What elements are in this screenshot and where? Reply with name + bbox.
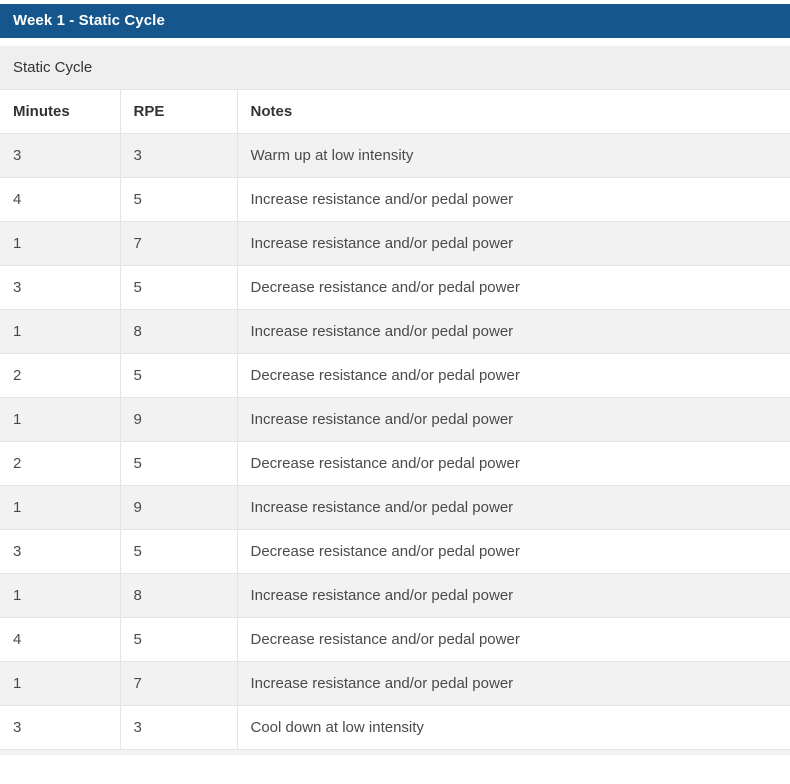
minutes-cell: 2 bbox=[0, 441, 121, 486]
notes-cell: Warm up at low intensity bbox=[237, 133, 790, 178]
table-row: 1 9 Increase resistance and/or pedal pow… bbox=[0, 397, 790, 442]
minutes-cell: 3 bbox=[0, 133, 121, 178]
rpe-cell: 5 bbox=[120, 265, 238, 310]
table-row: 1 8 Increase resistance and/or pedal pow… bbox=[0, 573, 790, 618]
rpe-cell: 5 bbox=[120, 353, 238, 398]
minutes-cell: 1 bbox=[0, 221, 121, 266]
column-header-notes: Notes bbox=[237, 89, 790, 134]
rpe-cell: 8 bbox=[120, 573, 238, 618]
table-row: 1 7 Increase resistance and/or pedal pow… bbox=[0, 661, 790, 706]
minutes-cell: 3 bbox=[0, 705, 121, 750]
rpe-cell: 8 bbox=[120, 309, 238, 354]
table-body: 3 3 Warm up at low intensity 4 5 Increas… bbox=[0, 133, 790, 750]
rpe-cell: 7 bbox=[120, 221, 238, 266]
rpe-cell: 9 bbox=[120, 485, 238, 530]
table-row: 3 5 Decrease resistance and/or pedal pow… bbox=[0, 529, 790, 574]
table-row: 1 7 Increase resistance and/or pedal pow… bbox=[0, 221, 790, 266]
notes-cell: Increase resistance and/or pedal power bbox=[237, 397, 790, 442]
notes-cell: Increase resistance and/or pedal power bbox=[237, 485, 790, 530]
minutes-cell: 3 bbox=[0, 529, 121, 574]
table-subtitle: Static Cycle bbox=[0, 46, 790, 90]
table-row: 3 3 Cool down at low intensity bbox=[0, 705, 790, 750]
table-row: 3 5 Decrease resistance and/or pedal pow… bbox=[0, 265, 790, 310]
minutes-cell: 1 bbox=[0, 309, 121, 354]
table-header-row: Minutes RPE Notes bbox=[0, 89, 790, 134]
column-header-rpe: RPE bbox=[120, 89, 238, 134]
minutes-cell: 1 bbox=[0, 397, 121, 442]
table-row: 3 3 Warm up at low intensity bbox=[0, 133, 790, 178]
rpe-cell: 5 bbox=[120, 177, 238, 222]
minutes-cell: 1 bbox=[0, 573, 121, 618]
notes-cell: Increase resistance and/or pedal power bbox=[237, 661, 790, 706]
notes-cell: Decrease resistance and/or pedal power bbox=[237, 353, 790, 398]
rpe-cell: 5 bbox=[120, 529, 238, 574]
minutes-cell: 3 bbox=[0, 265, 121, 310]
notes-cell: Decrease resistance and/or pedal power bbox=[237, 265, 790, 310]
rpe-cell: 9 bbox=[120, 397, 238, 442]
notes-cell: Increase resistance and/or pedal power bbox=[237, 309, 790, 354]
table-row: 1 9 Increase resistance and/or pedal pow… bbox=[0, 485, 790, 530]
minutes-cell: 4 bbox=[0, 177, 121, 222]
notes-cell: Decrease resistance and/or pedal power bbox=[237, 529, 790, 574]
notes-cell: Cool down at low intensity bbox=[237, 705, 790, 750]
workout-plan-page: Week 1 - Static Cycle Static Cycle Minut… bbox=[0, 4, 790, 755]
rpe-cell: 3 bbox=[120, 133, 238, 178]
rpe-cell: 5 bbox=[120, 617, 238, 662]
workout-table: Static Cycle Minutes RPE Notes 3 3 Warm … bbox=[0, 46, 790, 750]
next-row-partial-strip bbox=[0, 750, 790, 755]
table-row: 2 5 Decrease resistance and/or pedal pow… bbox=[0, 441, 790, 486]
table-row: 2 5 Decrease resistance and/or pedal pow… bbox=[0, 353, 790, 398]
table-row: 4 5 Decrease resistance and/or pedal pow… bbox=[0, 617, 790, 662]
rpe-cell: 5 bbox=[120, 441, 238, 486]
minutes-cell: 1 bbox=[0, 485, 121, 530]
minutes-cell: 2 bbox=[0, 353, 121, 398]
table-row: 4 5 Increase resistance and/or pedal pow… bbox=[0, 177, 790, 222]
rpe-cell: 7 bbox=[120, 661, 238, 706]
minutes-cell: 4 bbox=[0, 617, 121, 662]
notes-cell: Increase resistance and/or pedal power bbox=[237, 221, 790, 266]
minutes-cell: 1 bbox=[0, 661, 121, 706]
notes-cell: Increase resistance and/or pedal power bbox=[237, 177, 790, 222]
column-header-minutes: Minutes bbox=[0, 89, 121, 134]
notes-cell: Decrease resistance and/or pedal power bbox=[237, 617, 790, 662]
notes-cell: Decrease resistance and/or pedal power bbox=[237, 441, 790, 486]
week-title: Week 1 - Static Cycle bbox=[13, 12, 165, 29]
week-title-bar: Week 1 - Static Cycle bbox=[0, 4, 790, 38]
notes-cell: Increase resistance and/or pedal power bbox=[237, 573, 790, 618]
table-row: 1 8 Increase resistance and/or pedal pow… bbox=[0, 309, 790, 354]
rpe-cell: 3 bbox=[120, 705, 238, 750]
table-subtitle-row: Static Cycle bbox=[0, 46, 790, 90]
